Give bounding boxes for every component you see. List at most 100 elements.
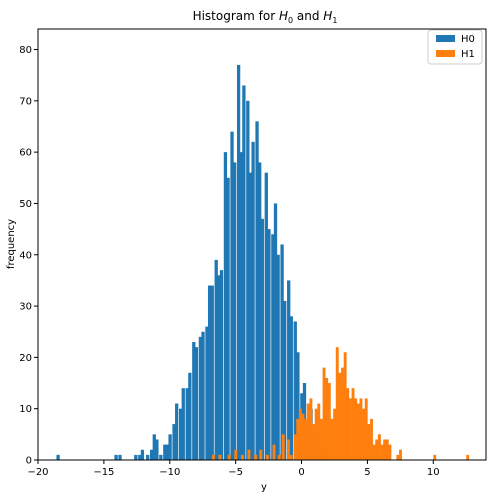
bar-h0: [188, 372, 192, 460]
bar-h0: [155, 439, 159, 460]
bar-h0: [293, 321, 297, 460]
y-tick-label: 10: [19, 404, 32, 415]
bar-h1: [317, 403, 321, 460]
bar-h0: [223, 152, 228, 460]
bar-h1: [218, 454, 222, 460]
bar-h1: [348, 398, 352, 460]
bar-h1: [322, 367, 326, 460]
bar-h1: [306, 403, 310, 460]
bar-h1: [327, 383, 331, 460]
legend-swatch-h1: [436, 50, 455, 57]
bar-h0: [251, 141, 255, 460]
bar-h1: [377, 434, 381, 460]
bar-h1: [388, 444, 392, 460]
bar-h0: [296, 352, 300, 460]
bar-h0: [217, 275, 221, 460]
bar-h0: [233, 162, 237, 460]
series-h1-bars: [211, 347, 470, 460]
bar-h1: [289, 454, 293, 460]
bar-h0: [214, 259, 218, 460]
bar-h1: [338, 372, 342, 460]
x-axis-ticks: −20 −15 −10 −5 0 5 10: [27, 460, 440, 478]
bar-h0: [172, 424, 176, 460]
y-tick-label: 0: [26, 456, 32, 467]
legend: H0 H1: [427, 29, 483, 65]
bar-h1: [333, 408, 337, 460]
bar-h0: [150, 449, 154, 460]
y-tick-label: 60: [19, 148, 32, 159]
bar-h0: [236, 64, 241, 461]
bar-h1: [259, 449, 263, 460]
bar-h0: [207, 285, 212, 460]
bar-h0: [246, 100, 250, 460]
bar-h1: [380, 444, 384, 460]
bar-h1: [309, 398, 313, 460]
bar-h0: [194, 347, 199, 460]
legend-label-h0: H0: [461, 34, 475, 45]
x-tick-label: 10: [427, 467, 440, 478]
plot-frame: [37, 28, 487, 461]
bar-h1: [372, 444, 376, 460]
bar-h0: [165, 444, 170, 460]
bar-h0: [175, 403, 179, 460]
bar-h0: [242, 85, 246, 460]
bar-h0: [192, 341, 196, 460]
y-tick-label: 50: [19, 199, 32, 210]
bar-h0: [283, 300, 287, 460]
bar-h0: [219, 270, 224, 460]
bar-h1: [296, 418, 300, 460]
bar-h1: [396, 454, 400, 460]
bar-h1: [370, 418, 373, 460]
bar-h1: [356, 403, 360, 460]
bar-h1: [399, 449, 402, 460]
bar-h1: [287, 439, 290, 460]
bar-h1: [319, 418, 323, 460]
bar-h1: [433, 454, 437, 460]
bar-h0: [159, 454, 163, 460]
bar-h1: [341, 367, 344, 460]
bar-h1: [304, 418, 308, 460]
bar-h1: [227, 454, 231, 460]
bar-h0: [276, 254, 280, 460]
bar-h1: [375, 439, 379, 460]
bar-h0: [140, 449, 145, 460]
bar-h1: [281, 434, 285, 460]
bar-h1: [362, 408, 366, 460]
y-tick-label: 70: [19, 96, 32, 107]
y-tick-label: 20: [19, 353, 32, 364]
bar-h1: [346, 388, 350, 460]
bar-h0: [210, 285, 214, 460]
bar-h1: [301, 413, 305, 460]
bar-h0: [271, 234, 275, 460]
bar-h0: [287, 280, 291, 460]
bar-h0: [280, 244, 284, 460]
bar-h0: [168, 434, 172, 460]
x-axis-label: y: [261, 482, 267, 493]
bar-h0: [181, 388, 185, 460]
x-tick-label: 0: [298, 467, 304, 478]
bar-h1: [298, 408, 302, 460]
bar-h1: [343, 352, 347, 460]
bar-h0: [152, 434, 156, 460]
bar-h1: [385, 439, 389, 460]
bar-h1: [335, 347, 339, 460]
bar-h0: [178, 408, 183, 460]
bar-h0: [201, 331, 205, 460]
bar-h1: [211, 454, 215, 460]
bar-h1: [359, 398, 363, 460]
bar-h1: [293, 434, 297, 460]
y-axis-label: frequency: [6, 219, 17, 269]
legend-swatch-h0: [436, 35, 455, 42]
bar-h0: [205, 326, 209, 460]
bar-h1: [367, 424, 371, 460]
bar-h0: [273, 203, 278, 460]
bar-h1: [247, 449, 251, 460]
bar-h0: [185, 388, 189, 460]
bar-h1: [265, 454, 269, 460]
bar-h1: [351, 388, 355, 460]
bar-h0: [146, 454, 150, 460]
bar-h0: [114, 454, 118, 460]
bar-h1: [240, 454, 244, 460]
x-tick-label: −5: [228, 467, 243, 478]
